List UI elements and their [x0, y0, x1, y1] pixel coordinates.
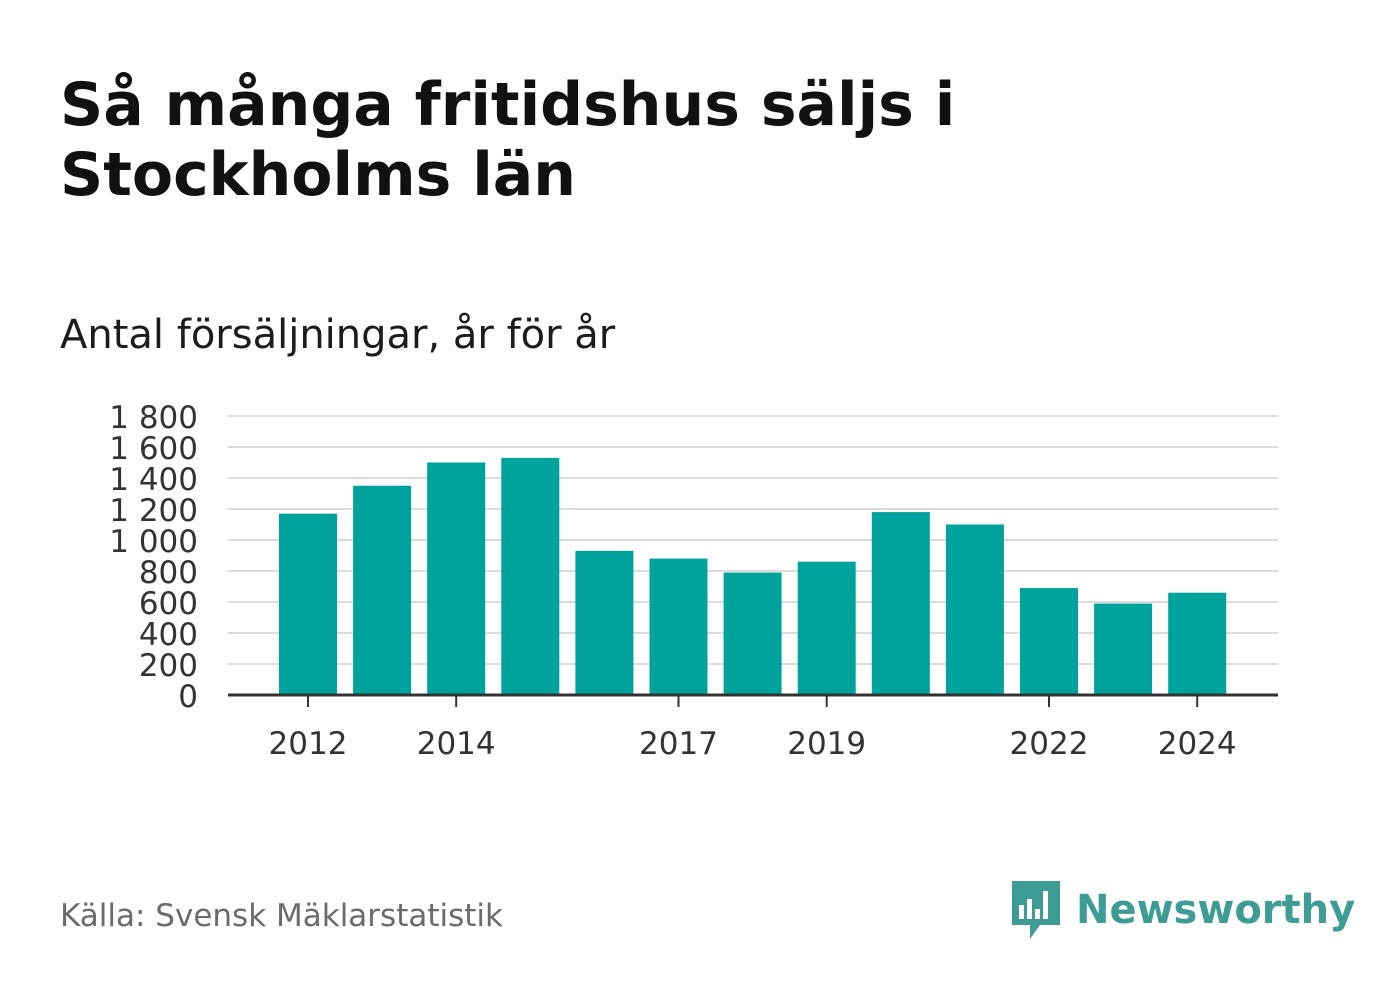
y-tick-label: 1 200: [109, 493, 198, 529]
x-tick-label: 2014: [417, 726, 496, 762]
x-tick-label: 2017: [639, 726, 718, 762]
y-tick-label: 600: [139, 586, 198, 622]
bar-2019: [797, 561, 856, 695]
bars: [279, 457, 1227, 695]
bar-2015: [501, 457, 560, 695]
bar-2012: [279, 513, 337, 695]
chart-subtitle: Antal försäljningar, år för år: [60, 312, 616, 358]
bar-2021: [945, 524, 1004, 695]
brand-name: Newsworthy: [1076, 887, 1356, 933]
y-tick-label: 1 600: [109, 431, 198, 467]
chart-title: Så många fritidshus säljs i Stockholms l…: [60, 70, 956, 210]
bar-2014: [427, 462, 486, 695]
bar-2016: [575, 550, 634, 695]
x-tick-label: 2012: [269, 726, 348, 762]
y-tick-label: 800: [139, 555, 198, 591]
bar-2024: [1168, 592, 1227, 695]
x-tick-label: 2022: [1010, 726, 1089, 762]
y-tick-label: 1 000: [109, 524, 198, 560]
x-tick-label: 2019: [787, 726, 866, 762]
brand-logo: Newsworthy: [1010, 878, 1355, 942]
bar-2017: [649, 558, 708, 695]
bar-2018: [723, 572, 782, 695]
source-note: Källa: Svensk Mäklarstatistik: [60, 898, 503, 934]
bar-2023: [1094, 603, 1153, 695]
bar-2013: [353, 485, 412, 695]
y-tick-label: 1 800: [109, 400, 198, 436]
newsworthy-logo-icon: [1012, 881, 1060, 939]
bar-2022: [1020, 588, 1078, 695]
y-tick-label: 400: [139, 617, 198, 653]
y-tick-label: 0: [178, 679, 198, 715]
bar-2020: [871, 512, 930, 695]
y-tick-label: 1 400: [109, 462, 198, 498]
x-tick-label: 2024: [1158, 726, 1237, 762]
y-tick-label: 200: [139, 648, 198, 684]
